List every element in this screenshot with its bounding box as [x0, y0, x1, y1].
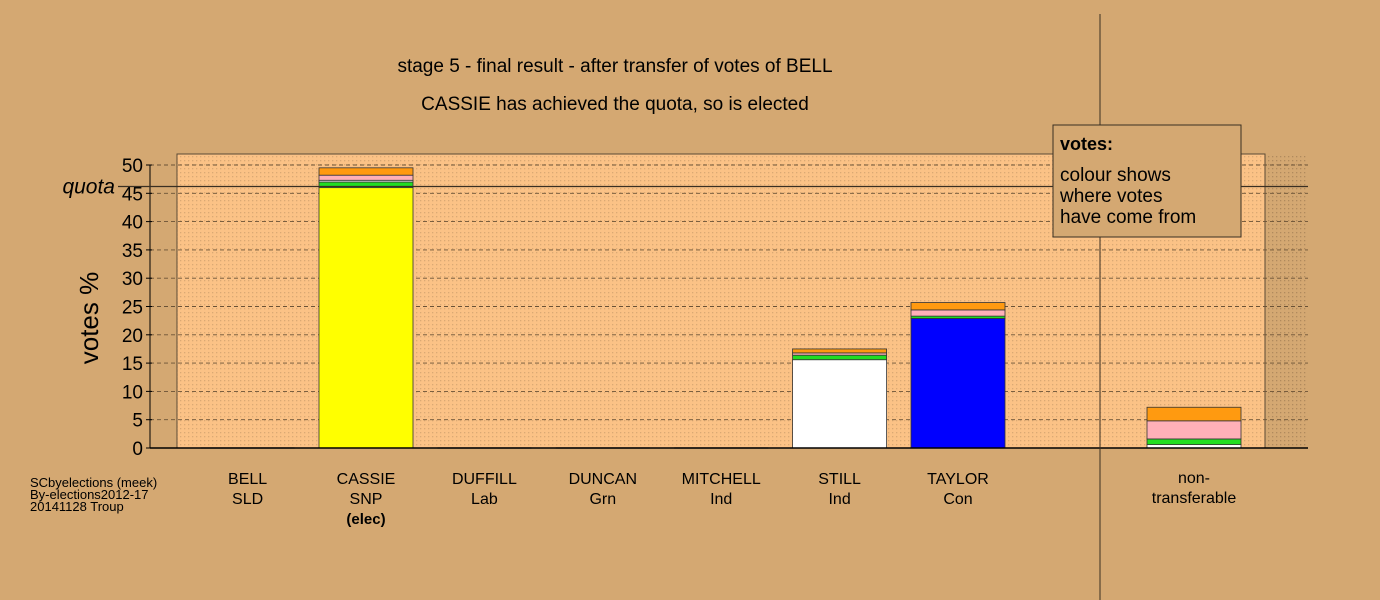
y-tick-label: 30 — [122, 269, 143, 290]
chart-title: stage 5 - final result - after transfer … — [397, 56, 832, 77]
source-line-3: 20141128 Troup — [30, 499, 124, 514]
legend-line-2: where votes — [1059, 186, 1162, 207]
legend-line-3: have come from — [1060, 207, 1196, 228]
x-party-still: Ind — [828, 491, 850, 508]
source-line-1: SCbyelections (meek) — [30, 475, 157, 490]
y-axis-label: votes % — [74, 272, 104, 365]
x-label-cassie: CASSIE — [337, 471, 396, 488]
x-party-cassie: SNP — [350, 491, 383, 508]
source-line-2: By-elections2012-17 — [30, 487, 149, 502]
y-tick-label: 50 — [122, 156, 143, 177]
y-tick-label: 45 — [122, 184, 143, 205]
x-party-duffill: Lab — [471, 491, 498, 508]
x-label-duncan: DUNCAN — [569, 471, 637, 488]
legend: votes: colour shows where votes have com… — [1052, 124, 1242, 238]
x-axis-labels: BELL SLD CASSIE SNP (elec) DUFFILL Lab DUNCAN Gr… — [228, 471, 989, 528]
x-label-bell: BELL — [228, 471, 267, 488]
y-tick-label: 35 — [122, 241, 143, 262]
y-tick-label: 5 — [132, 411, 143, 432]
x-party-taylor: Con — [943, 491, 972, 508]
x-label-taylor: TAYLOR — [927, 471, 989, 488]
y-tick-label: 0 — [132, 439, 143, 460]
bar-nontransferable-segment — [1146, 438, 1242, 446]
bar-still-segment — [792, 348, 887, 354]
y-tick-label: 10 — [122, 382, 143, 403]
x-party-duncan: Grn — [589, 491, 616, 508]
nontransferable-label-line-2: transferable — [1152, 490, 1237, 507]
bars — [200, 167, 1242, 449]
x-label-duffill: DUFFILL — [452, 471, 517, 488]
bar-cassie-segment — [318, 174, 414, 181]
x-party-mitchell: Ind — [710, 491, 732, 508]
legend-title: votes: — [1060, 134, 1113, 154]
legend-line-1: colour shows — [1060, 165, 1171, 186]
bar-still-segment — [792, 359, 887, 449]
y-tick-label: 25 — [122, 298, 143, 319]
bar-taylor-segment — [910, 317, 1006, 449]
y-tick-label: 40 — [122, 213, 143, 234]
quota-label: quota — [62, 176, 115, 199]
chart-subtitle: CASSIE has achieved the quota, so is ele… — [421, 94, 809, 115]
bar-nontransferable-segment — [1146, 406, 1242, 422]
x-label-still: STILL — [818, 471, 861, 488]
x-note-cassie: (elec) — [346, 511, 385, 528]
bar-cassie-segment — [318, 167, 414, 176]
y-axis: 0 5 10 15 20 25 30 35 40 45 50 — [122, 156, 152, 460]
x-label-mitchell: MITCHELL — [682, 471, 761, 488]
y-tick-label: 20 — [122, 326, 143, 347]
bar-cassie-segment — [318, 187, 414, 449]
bar-taylor-segment — [910, 309, 1006, 317]
legend-box — [1052, 124, 1242, 238]
bar-still-segment — [792, 354, 887, 361]
bar-nontransferable-segment — [1146, 420, 1242, 440]
nontransferable-label-line-1: non- — [1178, 470, 1210, 487]
y-tick-label: 15 — [122, 354, 143, 375]
x-party-bell: SLD — [232, 491, 263, 508]
bar-taylor-segment — [910, 302, 1006, 311]
